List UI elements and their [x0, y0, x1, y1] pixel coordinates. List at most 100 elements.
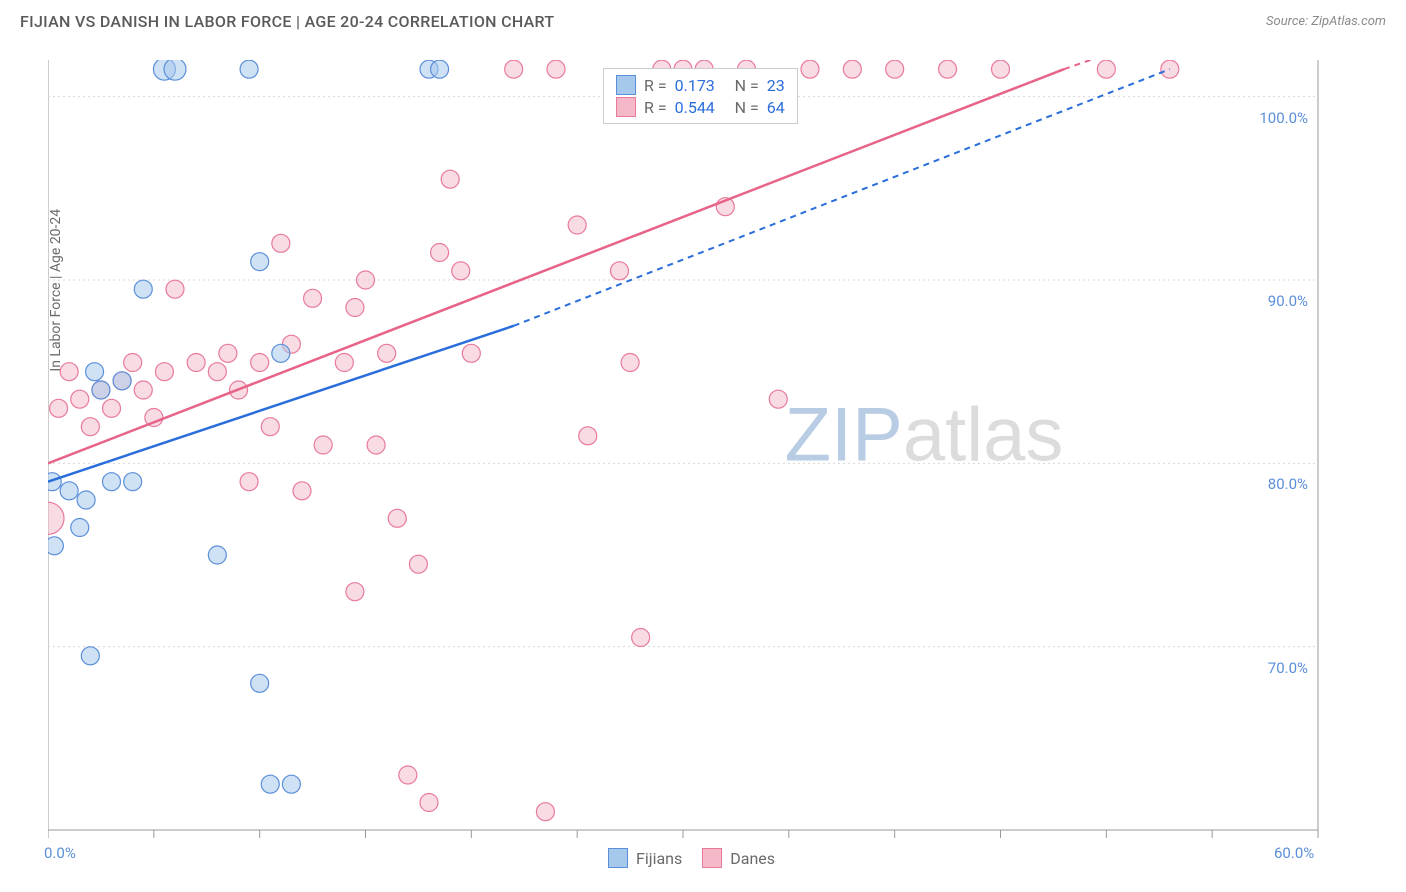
legend-stats: R = 0.173 N = 23 R = 0.544 N = 64: [603, 68, 798, 124]
legend-r-value: 0.544: [675, 98, 727, 117]
danes-point: [579, 427, 597, 445]
danes-point: [939, 60, 957, 78]
danes-point: [71, 390, 89, 408]
danes-point: [219, 344, 237, 362]
legend-series-item: Fijians: [608, 848, 682, 868]
danes-point: [103, 399, 121, 417]
legend-swatch: [616, 97, 636, 117]
legend-series-label: Danes: [730, 849, 775, 868]
danes-point: [166, 280, 184, 298]
danes-point: [378, 344, 396, 362]
chart-area: In Labor Force | Age 20-24 ZIPatlas R =0…: [48, 60, 1388, 830]
danes-point: [304, 289, 322, 307]
fijians-point: [251, 674, 269, 692]
fijians-point: [124, 473, 142, 491]
danes-point: [399, 766, 417, 784]
danes-point: [536, 803, 554, 821]
fijians-point: [164, 60, 186, 80]
y-tick-label: 70.0%: [1248, 659, 1308, 677]
danes-point: [843, 60, 861, 78]
legend-swatch: [616, 75, 636, 95]
danes-point: [251, 354, 269, 372]
danes-point: [621, 354, 639, 372]
x-tick-label: 0.0%: [44, 844, 76, 862]
fijians-point: [86, 363, 104, 381]
danes-point: [357, 271, 375, 289]
y-tick-label: 80.0%: [1248, 475, 1308, 493]
danes-point: [632, 629, 650, 647]
legend-r-value: 0.173: [675, 76, 727, 95]
danes-point: [611, 262, 629, 280]
fijians-point: [431, 60, 449, 78]
danes-point: [886, 60, 904, 78]
danes-point: [272, 234, 290, 252]
danes-trend-dashed: [1064, 60, 1170, 69]
fijians-point: [282, 775, 300, 793]
danes-point: [293, 482, 311, 500]
legend-series: Fijians Danes: [608, 848, 775, 868]
danes-point: [134, 381, 152, 399]
danes-point: [346, 583, 364, 601]
danes-point: [81, 418, 99, 436]
legend-r-label: R =: [644, 76, 667, 95]
danes-point: [346, 299, 364, 317]
y-tick-label: 100.0%: [1248, 109, 1308, 127]
legend-r-label: R =: [644, 98, 667, 117]
fijians-point: [134, 280, 152, 298]
legend-n-label: N =: [735, 98, 759, 117]
fijians-point: [240, 60, 258, 78]
danes-point: [801, 60, 819, 78]
danes-point: [431, 244, 449, 262]
danes-point: [187, 354, 205, 372]
legend-stat-row: R = 0.544 N = 64: [616, 97, 785, 117]
danes-point: [547, 60, 565, 78]
x-tick-label: 60.0%: [1274, 844, 1314, 862]
legend-stat-row: R = 0.173 N = 23: [616, 75, 785, 95]
fijians-point: [208, 546, 226, 564]
danes-point: [992, 60, 1010, 78]
chart-title: FIJIAN VS DANISH IN LABOR FORCE | AGE 20…: [20, 12, 554, 31]
legend-swatch: [608, 848, 628, 868]
fijians-point: [71, 519, 89, 537]
scatter-plot: ZIPatlas: [48, 60, 1388, 870]
fijians-point: [113, 372, 131, 390]
danes-point: [452, 262, 470, 280]
danes-point: [50, 399, 68, 417]
legend-n-value: 64: [767, 98, 785, 117]
fijians-point: [48, 537, 63, 555]
danes-point: [1097, 60, 1115, 78]
fijians-point: [272, 344, 290, 362]
fijians-point: [261, 775, 279, 793]
danes-point: [441, 170, 459, 188]
legend-n-value: 23: [767, 76, 785, 95]
danes-point: [505, 60, 523, 78]
fijians-point: [81, 647, 99, 665]
fijians-point: [60, 482, 78, 500]
danes-point: [409, 555, 427, 573]
danes-point: [388, 509, 406, 527]
danes-point: [335, 354, 353, 372]
legend-series-item: Danes: [702, 848, 775, 868]
danes-point: [240, 473, 258, 491]
danes-point: [462, 344, 480, 362]
fijians-point: [251, 253, 269, 271]
svg-text:ZIPatlas: ZIPatlas: [785, 392, 1064, 477]
danes-point: [769, 390, 787, 408]
danes-point: [124, 354, 142, 372]
danes-point: [208, 363, 226, 381]
fijians-point: [103, 473, 121, 491]
danes-point: [314, 436, 332, 454]
y-tick-label: 90.0%: [1248, 292, 1308, 310]
danes-point: [261, 418, 279, 436]
danes-point: [48, 502, 64, 534]
chart-header: FIJIAN VS DANISH IN LABOR FORCE | AGE 20…: [0, 0, 1406, 39]
danes-point: [568, 216, 586, 234]
legend-n-label: N =: [735, 76, 759, 95]
legend-swatch: [702, 848, 722, 868]
danes-point: [367, 436, 385, 454]
danes-point: [60, 363, 78, 381]
legend-series-label: Fijians: [636, 849, 682, 868]
fijians-point: [92, 381, 110, 399]
danes-point: [420, 794, 438, 812]
danes-point: [155, 363, 173, 381]
